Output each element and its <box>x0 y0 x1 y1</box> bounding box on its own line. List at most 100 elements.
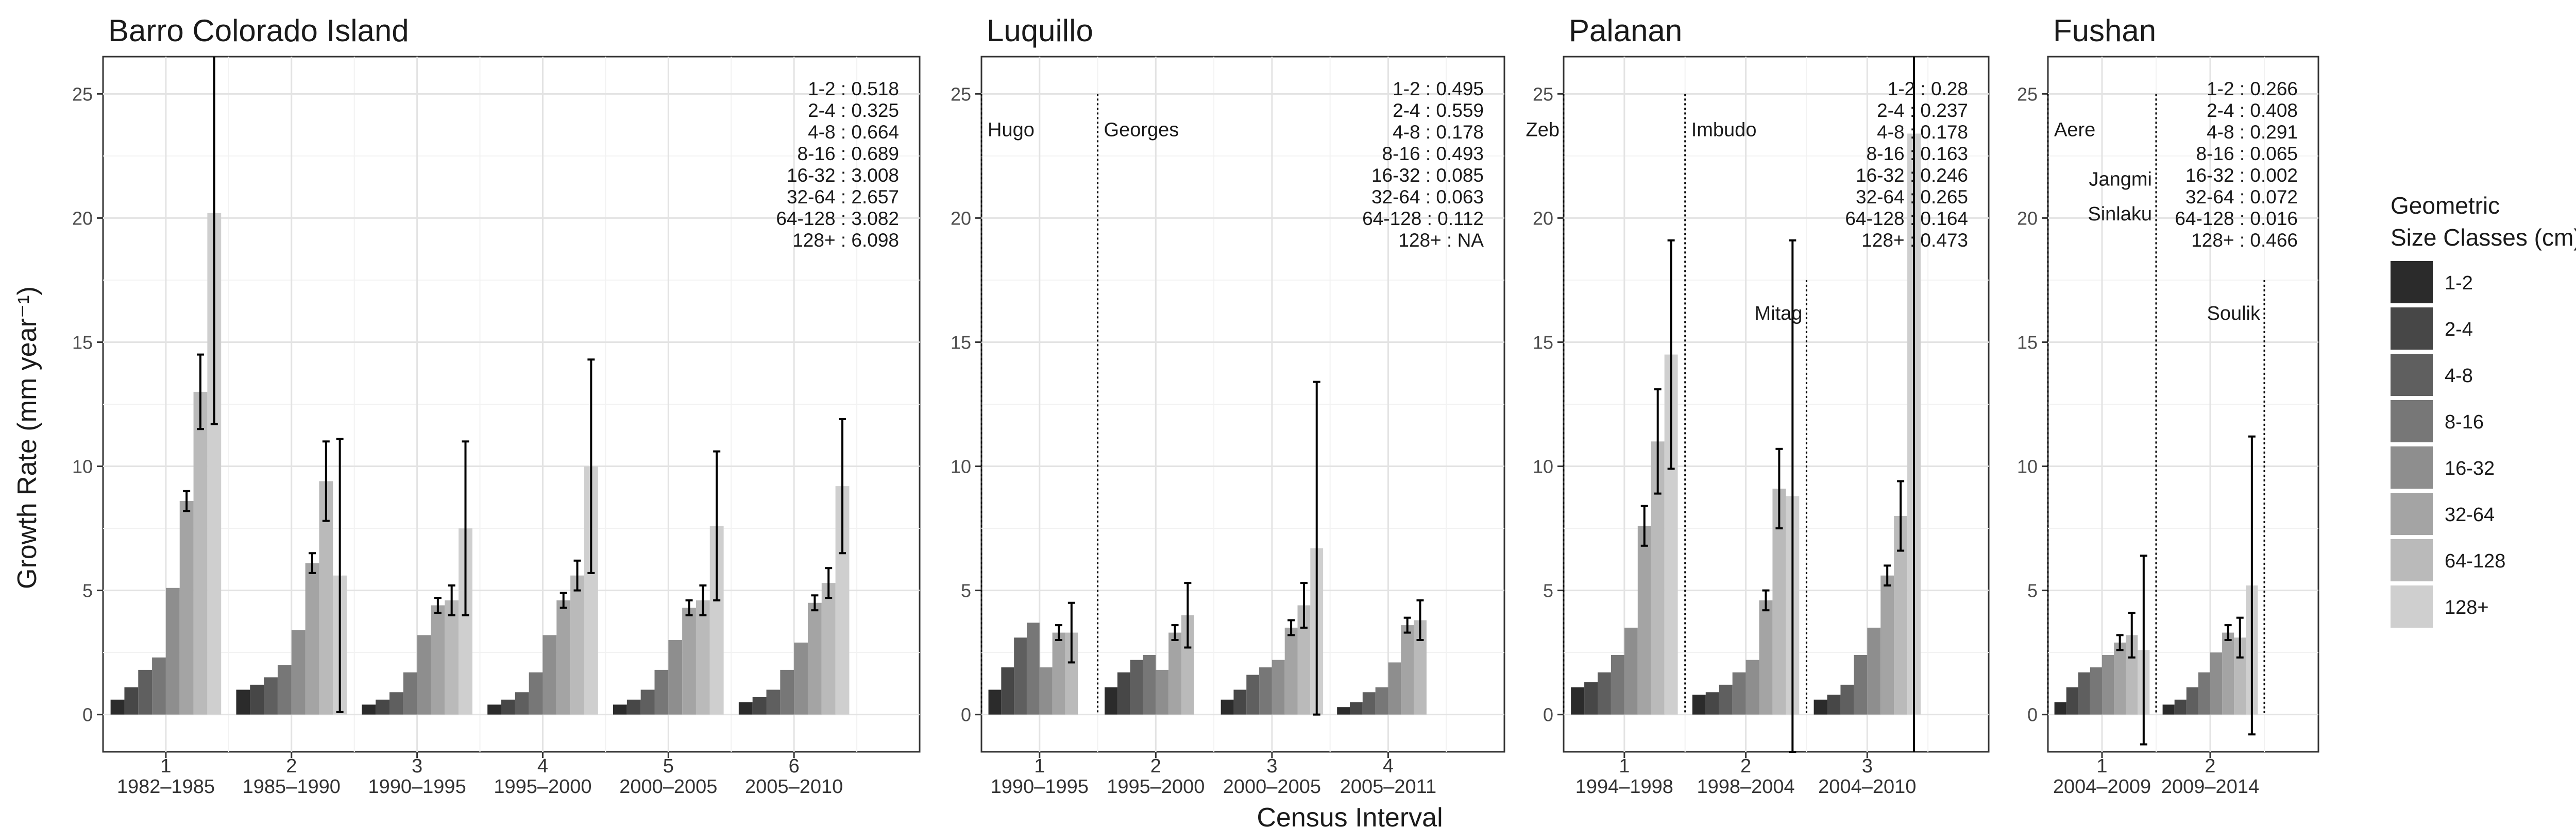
bar <box>1598 672 1611 715</box>
event-label: Imbudo <box>1691 119 1757 141</box>
bar <box>264 677 278 715</box>
bar <box>515 692 529 715</box>
x-tick-label: 1982–1985 <box>117 776 215 798</box>
category-group <box>362 440 472 715</box>
y-axis-title: Growth Rate (mm year⁻¹) <box>12 286 42 589</box>
bar <box>1052 632 1065 715</box>
bar <box>738 702 753 715</box>
annotation-line: 1-2 : 0.495 <box>1393 78 1484 99</box>
bar <box>1611 654 1624 715</box>
bar <box>2198 672 2210 715</box>
annotation-line: 16-32 : 3.008 <box>787 165 899 186</box>
x-tick-label: 1995–2000 <box>1107 776 1205 798</box>
x-index-label: 2 <box>286 755 297 777</box>
legend-label: 2-4 <box>2445 319 2473 340</box>
x-index-label: 2 <box>1740 755 1751 777</box>
y-tick-label: 5 <box>82 580 93 601</box>
y-tick-label: 10 <box>72 456 93 477</box>
bar <box>570 575 584 715</box>
annotation-line: 8-16 : 0.493 <box>1382 143 1484 164</box>
y-tick-label: 20 <box>72 208 93 229</box>
legend-label: 1-2 <box>2445 272 2473 294</box>
bar <box>1375 687 1388 715</box>
bar <box>1867 627 1881 715</box>
legend-label: 64-128 <box>2445 550 2505 572</box>
category-group <box>487 358 598 715</box>
bar <box>1246 675 1260 715</box>
bar <box>794 642 808 715</box>
bar <box>1233 689 1247 715</box>
x-index-label: 1 <box>1034 755 1045 777</box>
x-index-label: 6 <box>789 755 800 777</box>
y-tick-label: 10 <box>951 456 971 477</box>
bar <box>613 704 627 715</box>
annotation-line: 128+ : 0.466 <box>2191 230 2298 251</box>
bar <box>501 699 515 715</box>
category-group <box>2054 555 2150 746</box>
x-tick-label: 2004–2009 <box>2053 776 2151 798</box>
y-tick-label: 20 <box>1533 208 1553 229</box>
legend-key <box>2391 307 2433 350</box>
x-tick-label: 1998–2004 <box>1697 776 1794 798</box>
bar <box>138 669 152 715</box>
bar <box>807 602 822 715</box>
annotation-line: 32-64 : 0.063 <box>1371 186 1484 208</box>
y-tick-label: 25 <box>2017 83 2038 105</box>
annotation-line: 64-128 : 0.164 <box>1845 208 1968 229</box>
bar <box>988 689 1002 715</box>
bar <box>2066 687 2078 715</box>
x-tick-label: 2000–2005 <box>1223 776 1321 798</box>
bar <box>2210 652 2223 715</box>
bar <box>1168 632 1181 715</box>
bar <box>640 689 655 715</box>
bar <box>1001 667 1014 715</box>
legend-key <box>2391 446 2433 489</box>
annotation-line: 2-4 : 0.408 <box>2207 100 2298 121</box>
bar <box>236 689 250 715</box>
legend-label: 128+ <box>2445 597 2489 618</box>
bar <box>2174 699 2187 715</box>
bar <box>2102 654 2114 715</box>
x-index-label: 3 <box>412 755 422 777</box>
annotation-line: 4-8 : 0.178 <box>1877 122 1968 143</box>
category-group <box>738 418 850 715</box>
y-tick-label: 10 <box>2017 456 2038 477</box>
panel-title: Palanan <box>1569 13 1682 48</box>
bar <box>2114 642 2126 715</box>
x-tick-label: 2004–2010 <box>1818 776 1916 798</box>
bar <box>165 588 180 715</box>
y-tick-label: 15 <box>951 332 971 353</box>
bar <box>1350 702 1363 715</box>
annotation-line: 2-4 : 0.559 <box>1393 100 1484 121</box>
annotation-line: 2-4 : 0.325 <box>808 100 899 121</box>
legend-title-line1: Geometric <box>2391 192 2500 219</box>
event-label: Georges <box>1104 119 1179 141</box>
bar <box>1039 667 1053 715</box>
bar <box>654 669 669 715</box>
bar <box>124 687 139 715</box>
bar <box>2222 632 2234 715</box>
bar <box>389 692 403 715</box>
x-tick-label: 2000–2005 <box>619 776 717 798</box>
bar <box>376 699 389 715</box>
category-group <box>236 438 347 715</box>
x-index-label: 1 <box>1619 755 1630 777</box>
annotation-line: 1-2 : 0.266 <box>2207 78 2298 99</box>
x-tick-label: 1995–2000 <box>494 776 591 798</box>
bar <box>1014 637 1027 715</box>
bar <box>1284 627 1298 715</box>
category-group <box>988 601 1078 715</box>
legend-title-line2: Size Classes (cm) <box>2391 224 2576 251</box>
y-tick-label: 15 <box>2017 332 2038 353</box>
y-tick-label: 0 <box>961 704 971 726</box>
annotation-line: 8-16 : 0.163 <box>1867 143 1968 164</box>
bar <box>362 704 376 715</box>
event-label: Jangmi <box>2089 169 2153 191</box>
y-tick-label: 0 <box>82 704 93 726</box>
legend-key <box>2391 539 2433 581</box>
legend-label: 8-16 <box>2445 411 2484 433</box>
bar <box>250 684 264 715</box>
bar <box>1156 669 1169 715</box>
event-label: Zeb <box>1526 119 1560 141</box>
bar <box>529 672 543 715</box>
